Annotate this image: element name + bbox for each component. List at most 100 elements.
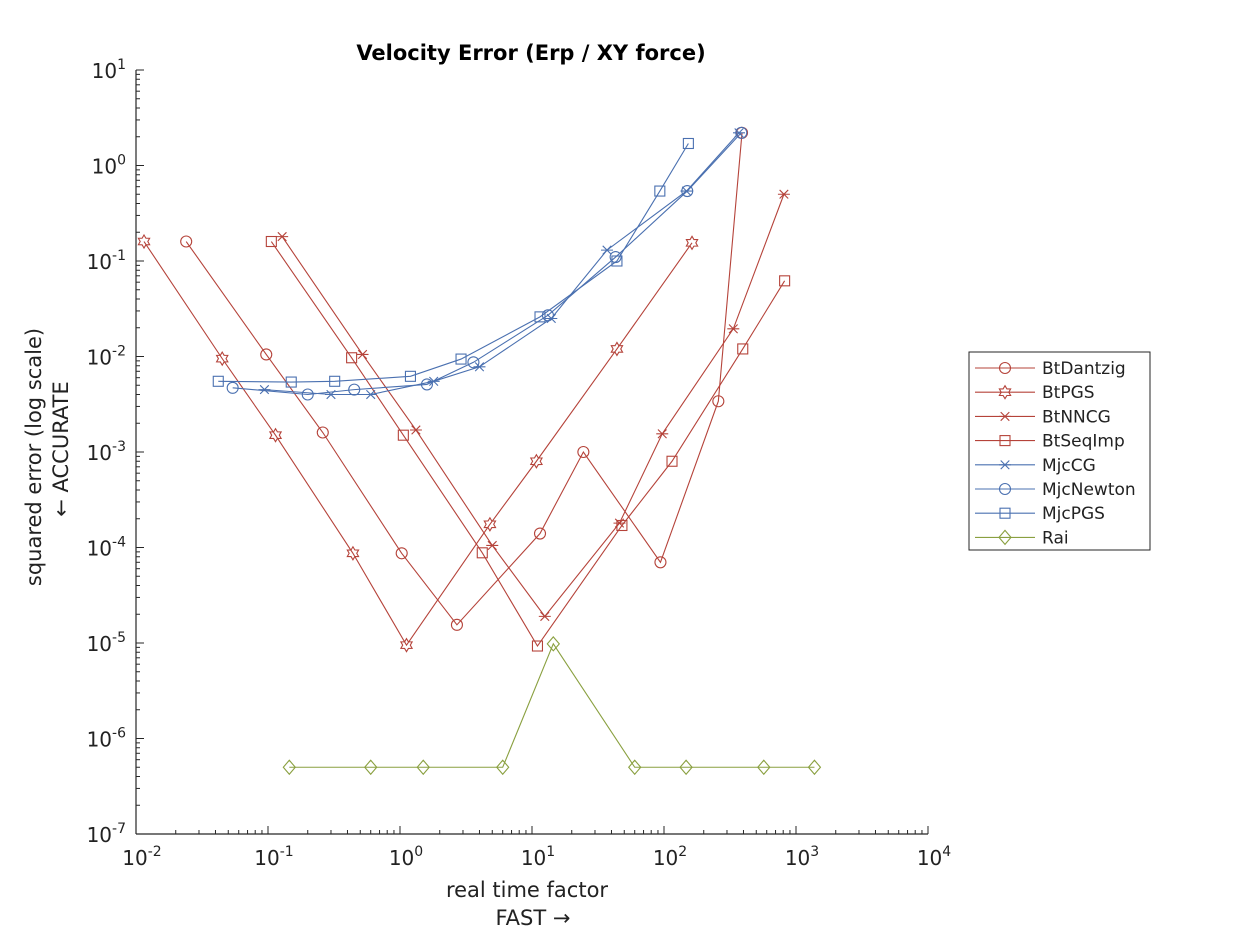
data-point [356,349,369,360]
data-point [495,759,510,776]
legend-item: Rai [975,528,1069,548]
data-point [529,453,543,469]
legend-label: BtDantzig [1042,359,1126,379]
data-point [601,245,614,255]
legend-marker [998,384,1012,400]
data-point [137,233,151,250]
data-point [346,545,360,561]
data-point [685,235,699,251]
data-point [329,375,341,387]
y-tick-label-exponent: -3 [112,439,126,455]
data-point [681,185,694,198]
series-mjccg [258,128,746,400]
data-point [364,389,377,400]
data-point [712,395,725,408]
legend: BtDantzig BtPGS BtNNCG BtSeqImp MjcCG MjcNewt… [968,351,1151,551]
data-point [538,611,551,622]
legend-box [968,351,1151,551]
series-line [270,241,786,648]
data-point [727,324,740,334]
x-tick-label: 103 [785,844,819,870]
data-point [282,759,297,776]
data-point [363,759,378,776]
data-point [397,429,409,441]
legend-label: MjcCG [1042,456,1096,476]
data-point [627,759,642,776]
y-tick-label-exponent: -6 [112,726,126,742]
legend-marker [999,507,1011,519]
data-point [409,425,422,435]
data-point [348,383,361,396]
y-axis-label: squared error (log scale) [22,328,46,586]
data-point [476,547,488,559]
data-point [467,356,480,369]
data-point [395,547,408,560]
data-point [226,381,239,394]
data-point [735,126,748,139]
data-point [285,376,297,388]
y-tick-label-exponent: -7 [112,821,126,837]
legend-marker [998,482,1012,496]
x-tick-label-base: 10 [122,846,147,870]
y-tick-label-base: 10 [92,59,117,83]
y-tick-label-base: 10 [87,346,112,370]
x-tick-label-base: 10 [785,846,810,870]
series-mjcnewton [226,126,748,401]
y-tick-label-base: 10 [87,537,112,561]
data-point [531,640,544,652]
legend-item: BtDantzig [975,359,1126,379]
legend-label: BtPGS [1042,383,1095,403]
data-point [654,185,666,197]
data-point [215,351,229,367]
x-tick-label-base: 10 [389,846,414,870]
data-point [316,426,329,439]
data-point [265,235,277,248]
series-mjcpgs [212,137,694,388]
data-point [682,137,694,150]
x-tick-label-exponent: 1 [546,844,555,860]
x-tick-label: 100 [389,844,423,870]
x-tick-label-base: 10 [521,846,546,870]
data-point [611,255,623,267]
plot-area [137,126,822,776]
data-point [777,189,790,199]
y-tick-label: 10-7 [87,821,126,847]
y-tick-label-exponent: 0 [117,153,126,169]
data-point [737,343,749,355]
data-point [546,635,561,652]
data-point [679,759,693,776]
legend-label: MjcPGS [1042,504,1105,524]
series-line [143,241,693,647]
y-tick-label: 10-4 [87,535,127,561]
y-tick-label-base: 10 [92,155,117,179]
legend-item: BtNNCG [975,407,1111,427]
data-point [577,445,590,459]
x-tick-label-exponent: -2 [148,844,162,860]
series-line [218,143,689,383]
y-tick-label: 10-3 [87,439,126,465]
legend-item: MjcCG [975,456,1096,476]
x-tick-label: 10-2 [122,844,161,870]
x-tick-label-exponent: 3 [810,844,819,860]
legend-marker [999,411,1011,422]
series-line [232,132,742,396]
data-point [399,637,414,653]
data-point [455,353,467,365]
data-point [346,352,358,364]
y-tick-label-base: 10 [87,632,112,656]
y-tick-label: 10-2 [87,344,126,370]
y-tick-label-exponent: -2 [112,344,126,360]
data-point [779,275,791,287]
data-point [483,516,497,532]
legend-item: MjcNewton [975,480,1136,500]
legend-label: BtNNCG [1042,407,1111,427]
legend-label: BtSeqImp [1042,432,1125,452]
y-tick-label: 10-5 [87,630,126,656]
x-tick-label-exponent: 2 [678,844,687,860]
legend-marker [999,460,1011,470]
data-point [610,341,624,357]
legend-label: MjcNewton [1042,480,1136,500]
y-tick-label-base: 10 [87,728,112,752]
